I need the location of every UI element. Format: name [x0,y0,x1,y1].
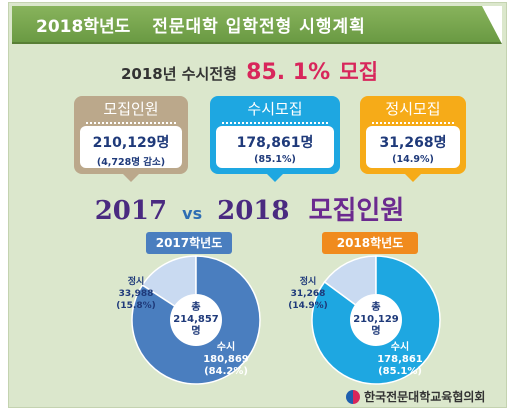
pie1-center-text: 214,857 [173,314,219,325]
card-total-value: 210,129명 [92,135,170,151]
title-banner: 2018학년도 전문대학 입학전형 시행계획 [12,6,502,44]
footer: 한국전문대학교육협의회 [346,388,485,405]
pie1-label-susi: (84.2%) [204,366,248,377]
pie2-center-text: 명 [371,324,380,337]
pie1-title: 2017학년도 [146,232,232,254]
card-total-sub: (4,728명 감소) [96,157,166,168]
pie2-label-susi: 수시 [391,341,409,353]
pie-charts: 정시33,988(15.8%)수시180,869(84.2%)총214,857명… [116,255,441,385]
pie2-label-susi: (85.1%) [378,366,422,377]
pie1-label-jeongsi: 33,988 [119,289,154,299]
headline-percent: 85. 1% [246,60,331,85]
headline-suffix: 모집 [339,60,379,84]
comparison-word: 모집인원 [308,196,405,226]
pie1-label-jeongsi: 정시 [128,275,145,287]
card-notch [404,173,422,182]
card-jeongsi-value: 31,268명 [379,135,447,151]
pie2-label-jeongsi: (14.9%) [288,301,327,311]
comparison-year2: 2018 [217,196,290,226]
banner-title: 전문대학 입학전형 시행계획 [152,16,366,37]
banner-corner [482,6,502,44]
card-total-body: 210,129명 (4,728명 감소) [80,126,182,168]
comparison-title: 2017 vs 2018 모집인원 [0,190,499,227]
card-notch [266,173,284,182]
card-susi-body: 178,861명 (85.1%) [216,126,334,168]
pie1-label-susi: 수시 [217,341,235,353]
card-jeongsi-body: 31,268명 (14.9%) [366,126,460,168]
card-divider [222,122,328,128]
pie2-title: 2018학년도 [322,232,418,254]
pie1-label-susi: 180,869 [203,354,249,365]
headline: 2018년 수시전형 85. 1% 모집 [0,56,499,86]
banner-year: 2018학년도 [36,16,131,37]
pie1-center [170,294,222,346]
pie2-center-text: 210,129 [353,314,399,325]
pie2-label-susi: 178,861 [377,354,423,365]
card-divider [86,122,176,128]
pie1-label-jeongsi: (15.8%) [116,301,155,311]
pie2-label-jeongsi: 31,268 [291,289,326,299]
card-total: 모집인원 210,129명 (4,728명 감소) [74,96,188,182]
card-susi-sub: (85.1%) [254,154,296,165]
pie2-center-text: 총 [371,300,380,313]
comparison-vs: vs [182,204,203,223]
card-jeongsi-label: 정시모집 [385,100,441,118]
comparison-year1: 2017 [94,196,168,226]
pie2-slice-susi [311,255,441,385]
card-jeongsi-sub: (14.9%) [392,154,434,165]
pie2-label-jeongsi: 정시 [300,275,317,287]
card-divider [372,122,454,128]
headline-prefix: 2018년 수시전형 [120,65,237,83]
footer-org: 한국전문대학교육협의회 [364,390,486,404]
card-susi-value: 178,861명 [236,135,314,151]
card-susi: 수시모집 178,861명 (85.1%) [210,96,340,182]
card-total-label: 모집인원 [103,100,159,118]
org-logo-icon [346,389,360,404]
card-notch [122,173,140,182]
pie1-center-text: 명 [191,324,200,337]
card-susi-label: 수시모집 [247,100,303,118]
card-jeongsi: 정시모집 31,268명 (14.9%) [360,96,466,182]
pie1-center-text: 총 [191,300,200,313]
pie2-center [350,294,402,346]
